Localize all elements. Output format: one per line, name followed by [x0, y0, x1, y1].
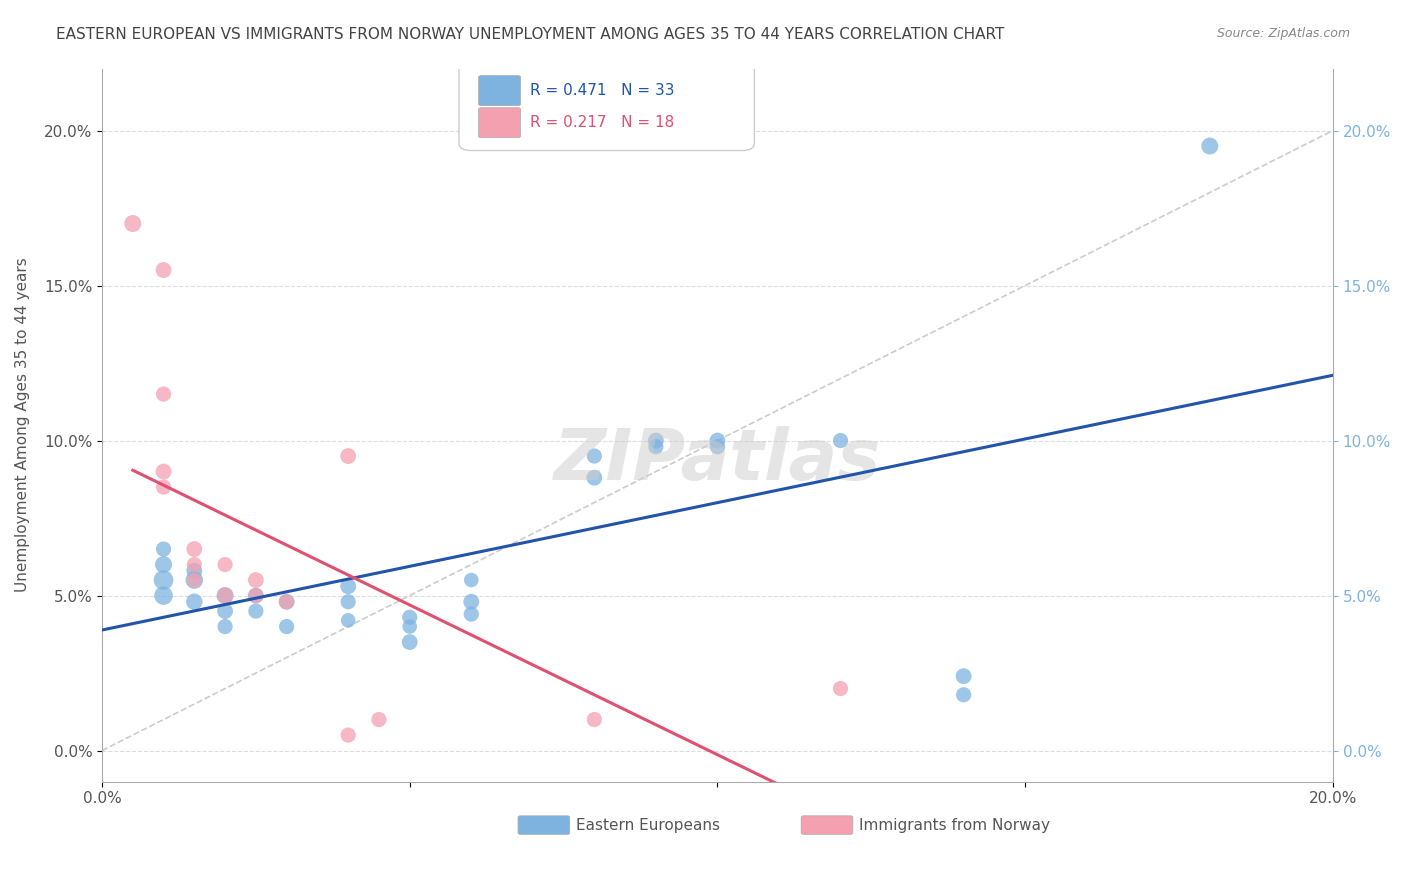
Point	[121, 217, 143, 231]
Point	[952, 688, 974, 702]
Point	[245, 589, 267, 603]
Point	[337, 613, 360, 627]
Point	[644, 440, 666, 454]
Point	[706, 434, 728, 448]
Point	[214, 589, 236, 603]
Point	[952, 669, 974, 683]
Point	[214, 558, 236, 572]
Point	[152, 480, 174, 494]
Text: EASTERN EUROPEAN VS IMMIGRANTS FROM NORWAY UNEMPLOYMENT AMONG AGES 35 TO 44 YEAR: EASTERN EUROPEAN VS IMMIGRANTS FROM NORW…	[56, 27, 1005, 42]
Point	[152, 263, 174, 277]
Point	[830, 681, 852, 696]
Point	[245, 589, 267, 603]
Point	[183, 564, 205, 578]
Point	[214, 589, 236, 603]
Point	[152, 465, 174, 479]
Point	[583, 471, 606, 485]
Point	[183, 558, 205, 572]
Text: R = 0.217   N = 18: R = 0.217 N = 18	[530, 115, 675, 130]
FancyBboxPatch shape	[478, 108, 520, 137]
Point	[152, 573, 174, 587]
Point	[644, 434, 666, 448]
Point	[583, 713, 606, 727]
Text: ZIPatlas: ZIPatlas	[554, 426, 882, 495]
FancyBboxPatch shape	[458, 62, 755, 151]
Point	[337, 449, 360, 463]
Point	[460, 573, 482, 587]
Point	[152, 542, 174, 557]
Text: Immigrants from Norway: Immigrants from Norway	[859, 818, 1050, 832]
Point	[830, 434, 852, 448]
Point	[276, 595, 298, 609]
FancyBboxPatch shape	[478, 76, 520, 105]
Point	[214, 619, 236, 633]
Point	[183, 573, 205, 587]
Point	[183, 573, 205, 587]
Text: Source: ZipAtlas.com: Source: ZipAtlas.com	[1216, 27, 1350, 40]
Point	[706, 440, 728, 454]
Point	[214, 604, 236, 618]
FancyBboxPatch shape	[801, 816, 853, 834]
Point	[183, 542, 205, 557]
Point	[460, 607, 482, 622]
Point	[152, 558, 174, 572]
Point	[398, 619, 420, 633]
Point	[398, 635, 420, 649]
Point	[276, 595, 298, 609]
Point	[1198, 139, 1220, 153]
Point	[583, 449, 606, 463]
Point	[276, 619, 298, 633]
Point	[152, 589, 174, 603]
Point	[152, 387, 174, 401]
Point	[337, 595, 360, 609]
Text: R = 0.471   N = 33: R = 0.471 N = 33	[530, 83, 675, 98]
Point	[337, 728, 360, 742]
Point	[337, 579, 360, 593]
Y-axis label: Unemployment Among Ages 35 to 44 years: Unemployment Among Ages 35 to 44 years	[15, 258, 30, 592]
Point	[398, 610, 420, 624]
Point	[460, 595, 482, 609]
FancyBboxPatch shape	[517, 816, 569, 834]
Point	[368, 713, 391, 727]
Text: Eastern Europeans: Eastern Europeans	[576, 818, 720, 832]
Point	[245, 604, 267, 618]
Point	[183, 595, 205, 609]
Point	[245, 573, 267, 587]
